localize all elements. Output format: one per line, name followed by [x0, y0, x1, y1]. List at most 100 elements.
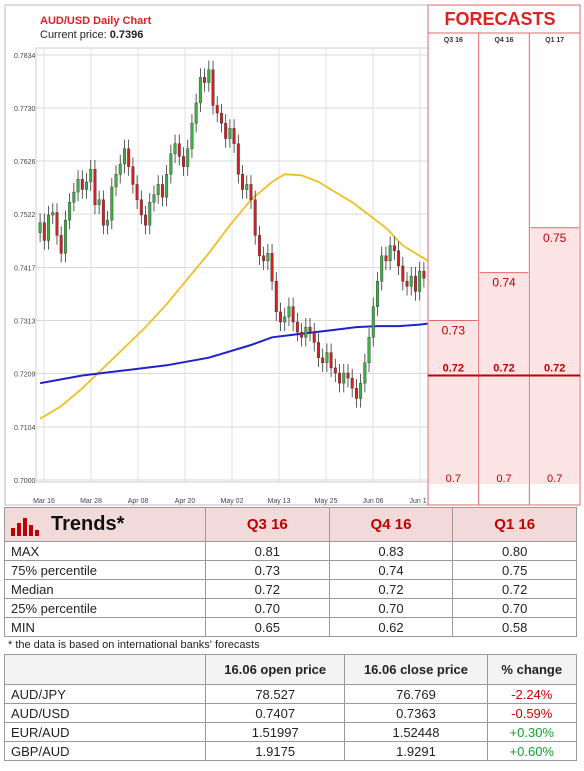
- x-tick-label: Jun 06: [362, 498, 383, 505]
- cell-value: 0.83: [328, 541, 454, 561]
- pair-label: AUD/USD: [4, 703, 206, 723]
- candle-body: [47, 214, 51, 241]
- candle-body: [392, 245, 396, 251]
- price-table: 16.06 open price 16.06 close price % cha…: [4, 654, 578, 761]
- forecast-mid-label: 0.72: [493, 363, 514, 375]
- chart-title: AUD/USD Daily Chart: [40, 15, 152, 27]
- forecast-column-header: Q4 16: [494, 37, 513, 44]
- candle: [47, 205, 51, 250]
- candle: [160, 175, 164, 207]
- candle: [182, 147, 185, 176]
- candle: [224, 114, 228, 148]
- candle-body: [350, 377, 354, 389]
- candle-body: [198, 77, 202, 104]
- candle-body: [139, 199, 143, 216]
- candle-body: [203, 77, 207, 83]
- table-row: 25% percentile 0.70 0.70 0.70: [4, 598, 577, 618]
- close-price: 76.769: [344, 684, 488, 704]
- candle-body: [127, 148, 131, 167]
- table-row: GBP/AUD 1.9175 1.9291 +0.60%: [4, 741, 578, 761]
- price-header-blank: [4, 654, 206, 685]
- candle: [388, 236, 392, 271]
- forecast-low-label: 0.7: [446, 473, 461, 485]
- candle: [97, 190, 101, 214]
- x-tick-label: Mar 28: [80, 498, 102, 505]
- candle: [198, 68, 202, 113]
- candle-body: [316, 342, 320, 358]
- y-tick-label: 0.7834: [14, 53, 36, 60]
- pair-label: EUR/AUD: [4, 722, 206, 742]
- candle-body: [384, 255, 388, 262]
- forecast-column-header: Q1 17: [545, 37, 564, 44]
- candle: [350, 368, 354, 398]
- candle-body: [177, 143, 181, 157]
- cell-value: 0.70: [205, 598, 330, 618]
- price-header-open: 16.06 open price: [204, 654, 346, 685]
- candle: [55, 203, 59, 245]
- cell-value: 0.70: [452, 598, 577, 618]
- candle-body: [169, 153, 173, 175]
- candle: [156, 175, 160, 204]
- candle-body: [89, 168, 93, 183]
- candle: [283, 307, 287, 332]
- candle: [376, 272, 379, 316]
- candle: [114, 165, 118, 197]
- candle-body: [131, 166, 135, 185]
- forecast-high-label: 0.74: [492, 276, 516, 290]
- close-price: 1.52448: [344, 722, 488, 742]
- candle-body: [207, 69, 211, 83]
- candle-body: [38, 222, 42, 234]
- candle: [409, 266, 413, 296]
- forecast-low-label: 0.7: [496, 473, 511, 485]
- candle: [279, 302, 282, 332]
- forecast-high-label: 0.73: [442, 323, 466, 337]
- candle: [148, 193, 152, 235]
- x-tick-label: Apr 20: [175, 498, 196, 505]
- candle-body: [287, 306, 291, 318]
- candle: [228, 119, 232, 148]
- candle: [300, 323, 304, 347]
- candle: [397, 241, 401, 276]
- forecast-column-header: Q3 16: [444, 37, 463, 44]
- candle-body: [165, 174, 169, 198]
- candle-body: [122, 148, 126, 165]
- forecast-mid-label: 0.72: [443, 363, 464, 375]
- candle-body: [114, 174, 118, 188]
- candle: [241, 165, 245, 199]
- candle-body: [300, 332, 304, 338]
- candle: [304, 317, 308, 347]
- candle-body: [144, 214, 148, 226]
- candle: [190, 114, 194, 158]
- candle-body: [241, 174, 245, 190]
- candle: [367, 328, 371, 372]
- candle-body: [312, 332, 316, 343]
- y-tick-label: 0.7209: [14, 371, 36, 378]
- trends-header-q3: Q3 16: [205, 507, 330, 542]
- x-tick-label: Apr 08: [128, 498, 149, 505]
- candle-body: [152, 194, 156, 203]
- candle: [249, 175, 253, 209]
- candle: [89, 159, 93, 192]
- cell-value: 0.75: [452, 560, 577, 580]
- candle-body: [232, 128, 236, 144]
- candle: [127, 139, 131, 176]
- candle: [215, 96, 219, 123]
- candle-body: [118, 163, 122, 175]
- candle: [232, 119, 236, 153]
- y-tick-label: 0.7522: [14, 212, 36, 219]
- candle-body: [308, 326, 312, 333]
- table-row: AUD/USD 0.7407 0.7363 -0.59%: [4, 703, 578, 723]
- candle-body: [228, 128, 232, 139]
- candle: [63, 210, 67, 263]
- trends-header-q4: Q4 16: [328, 507, 454, 542]
- candle-body: [148, 202, 152, 226]
- candle-body: [291, 306, 295, 323]
- candle-body: [224, 123, 228, 139]
- candle: [68, 193, 72, 230]
- candle-body: [215, 105, 219, 114]
- candle-body: [367, 337, 371, 363]
- candle: [384, 246, 388, 271]
- candle-body: [266, 253, 270, 262]
- candle: [173, 134, 177, 164]
- cell-value: 0.74: [328, 560, 454, 580]
